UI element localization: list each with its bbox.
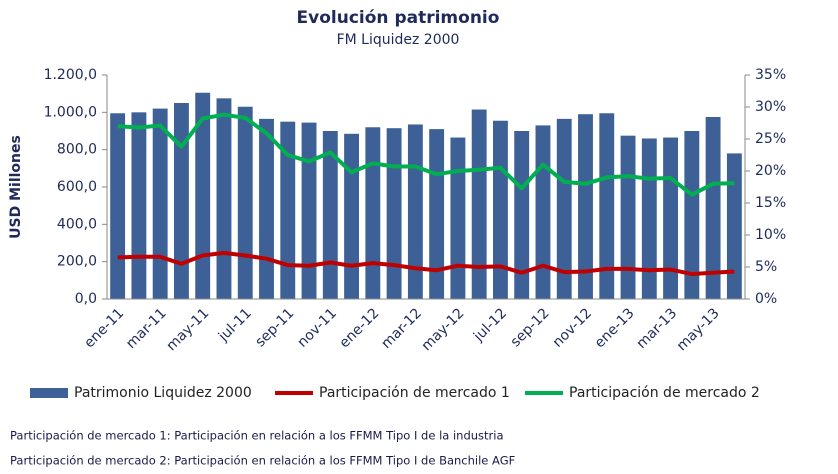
bar <box>492 120 508 299</box>
bar <box>407 124 423 299</box>
x-tick-label: ene-13 <box>592 305 638 351</box>
y-tick-label: 1.000,0 <box>44 104 97 120</box>
x-tick-label: jul-11 <box>215 305 255 345</box>
y-tick-label: 0,0 <box>75 291 97 307</box>
legend-label: Participación de mercado 2 <box>569 385 760 401</box>
x-tick-label: sep-11 <box>252 305 297 350</box>
x-tick-label: may-11 <box>163 305 212 354</box>
bar <box>365 127 381 300</box>
y2-tick-label: 35% <box>755 67 786 83</box>
bar <box>259 118 274 299</box>
bar <box>556 118 572 299</box>
x-tick-label: may-13 <box>674 305 723 354</box>
y-tick-label: 200,0 <box>57 254 97 270</box>
y2-tick-label: 20% <box>755 163 786 179</box>
y-tick-label: 1.200,0 <box>44 67 97 83</box>
bar <box>280 121 296 300</box>
x-tick-label: nov-12 <box>550 305 595 350</box>
x-tick-label: mar-11 <box>123 305 170 352</box>
bar <box>322 131 338 299</box>
line <box>117 250 735 277</box>
y2-tick-label: 10% <box>755 227 786 243</box>
bar <box>726 153 742 299</box>
bar <box>301 122 317 299</box>
x-tick-label: mar-12 <box>378 305 425 352</box>
x-tick-label: ene-11 <box>81 305 127 351</box>
y-tick-label: 400,0 <box>57 216 97 232</box>
chart-title: Evolución patrimonio <box>297 8 500 28</box>
bar <box>599 113 615 300</box>
chart-subtitle: FM Liquidez 2000 <box>337 32 460 48</box>
bar <box>620 135 636 299</box>
note: Participación de mercado 2: Participació… <box>10 454 515 468</box>
bar <box>344 133 360 299</box>
bar <box>110 113 126 300</box>
x-tick-label: nov-11 <box>295 305 340 350</box>
bar <box>535 125 551 300</box>
bar <box>429 129 445 299</box>
x-tick-label: mar-13 <box>634 305 681 352</box>
bar <box>514 131 530 299</box>
legend-swatch <box>30 388 68 398</box>
bar <box>663 137 679 299</box>
x-tick-label: may-12 <box>419 305 468 354</box>
y2-tick-label: 25% <box>755 131 786 147</box>
bar <box>578 114 593 299</box>
y-axis-label: USD Millones <box>8 135 24 239</box>
bar <box>684 131 700 299</box>
x-tick-label: jul-12 <box>470 305 510 345</box>
bar <box>386 128 402 299</box>
legend-label: Patrimonio Liquidez 2000 <box>74 385 252 401</box>
note: Participación de mercado 1: Participació… <box>10 429 504 443</box>
y2-tick-label: 5% <box>755 259 777 275</box>
x-tick-label: ene-12 <box>337 305 383 351</box>
bar <box>705 117 721 299</box>
bar <box>195 92 211 299</box>
y2-tick-label: 15% <box>755 195 786 211</box>
y-tick-label: 600,0 <box>57 179 97 195</box>
bar <box>173 103 189 299</box>
bar <box>131 112 147 299</box>
y2-tick-label: 30% <box>755 99 786 115</box>
y-tick-label: 800,0 <box>57 142 97 158</box>
bar <box>152 108 168 299</box>
x-tick-label: sep-12 <box>508 305 553 350</box>
bar <box>471 109 487 300</box>
legend-label: Participación de mercado 1 <box>319 385 510 401</box>
bar <box>216 98 232 299</box>
bar <box>237 106 253 299</box>
bar <box>450 137 466 299</box>
y2-tick-label: 0% <box>755 291 777 307</box>
line <box>117 112 735 197</box>
bar <box>641 138 657 299</box>
